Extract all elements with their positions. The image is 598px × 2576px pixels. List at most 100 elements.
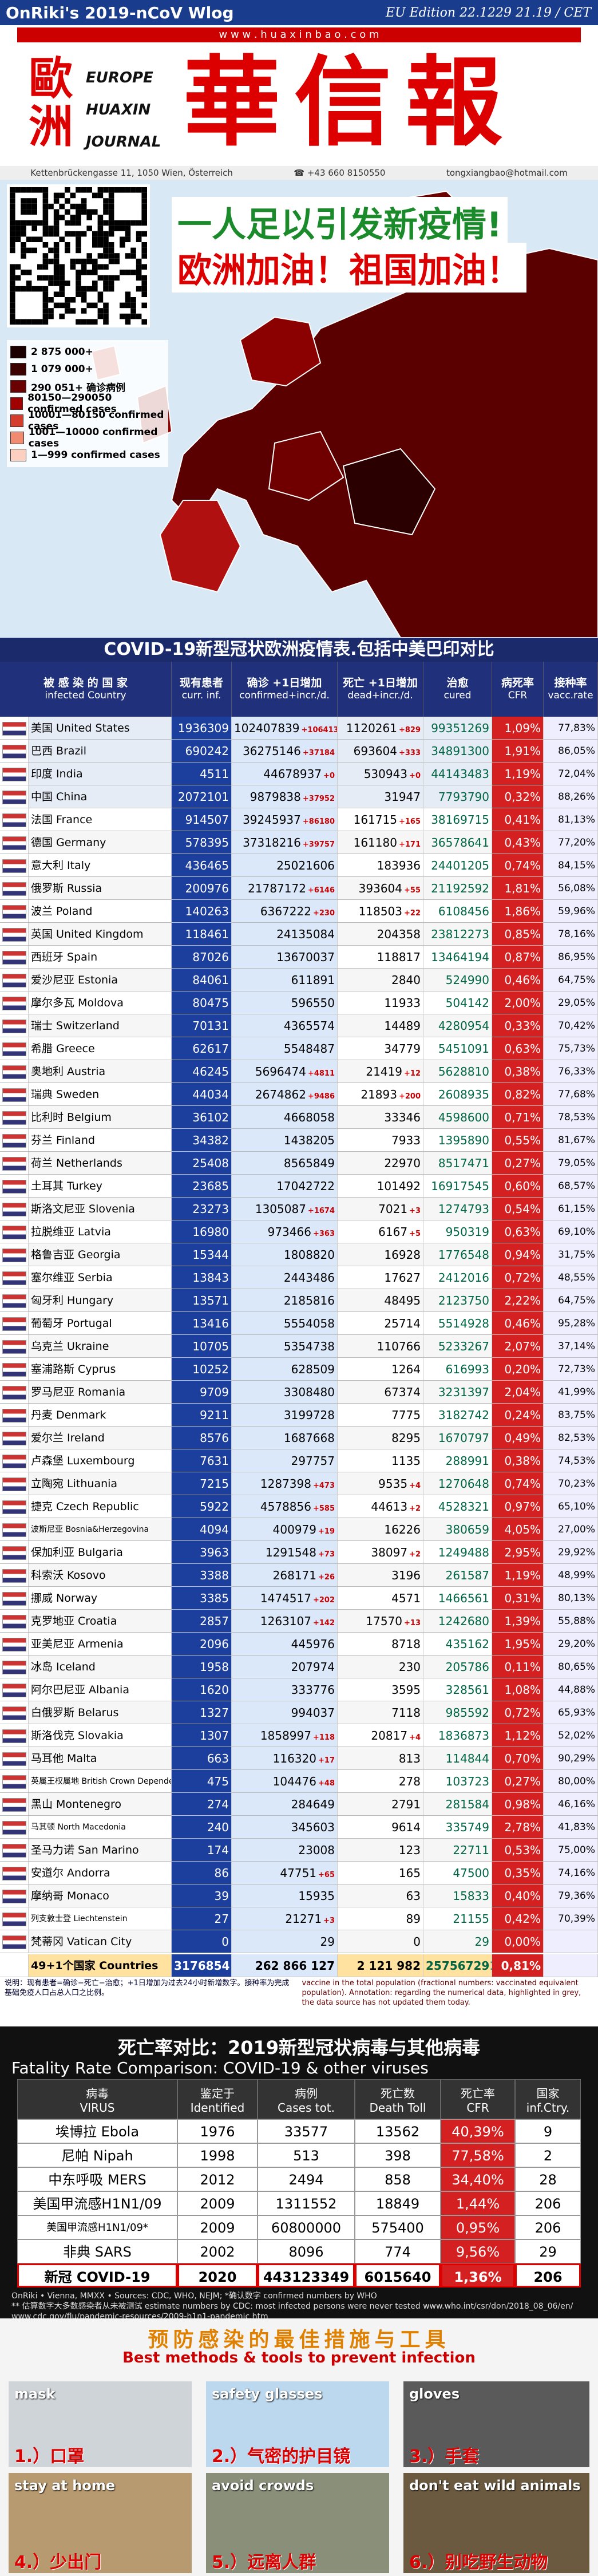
qr-dot xyxy=(65,247,70,254)
table-cell: 2791 xyxy=(338,1793,423,1816)
table-cell: 80,13% xyxy=(544,1587,598,1610)
table-cell: 0,20% xyxy=(492,1358,544,1381)
table-cell: 1,91% xyxy=(492,740,544,762)
table-cell: 5922 xyxy=(172,1495,232,1518)
qr-dot xyxy=(136,313,142,319)
dead: 161180 xyxy=(353,836,397,850)
table-cell: 1,19% xyxy=(492,762,544,785)
dead: 34779 xyxy=(384,1042,421,1056)
flag xyxy=(2,1203,26,1216)
header-text: cured xyxy=(443,690,472,701)
table-cell: 7118 xyxy=(338,1701,423,1724)
qr-dot xyxy=(141,187,147,193)
table-cell: 985592 xyxy=(423,1701,492,1724)
confirmed: 628509 xyxy=(291,1362,335,1376)
table-cell: 15344 xyxy=(172,1243,232,1266)
confirmed: 5696474 xyxy=(255,1065,306,1078)
dead: 2791 xyxy=(391,1797,421,1811)
table-cell: 44034 xyxy=(172,1083,232,1106)
table-cell: 英属王权属地 British Crown Dependencies xyxy=(29,1770,172,1793)
qr-dot xyxy=(76,231,81,237)
confirmed: 8565849 xyxy=(283,1156,335,1170)
table-row: 波兰 Poland 140263 6367222 +230 118503 +22 61084… xyxy=(0,900,598,923)
header-text: CFR xyxy=(508,690,528,701)
confirmed: 13670037 xyxy=(276,950,335,964)
qr-dot xyxy=(10,187,15,193)
increment: +363 xyxy=(312,1230,335,1238)
land xyxy=(171,247,598,638)
increment: +39757 xyxy=(302,840,335,849)
legend-swatch xyxy=(10,380,26,393)
qr-dot xyxy=(10,264,15,270)
qr-dot xyxy=(70,192,76,199)
flag xyxy=(2,997,26,1010)
increment: +3 xyxy=(323,1917,335,1925)
increment: +4 xyxy=(409,1733,421,1742)
table-cell: 4571 xyxy=(338,1587,423,1610)
qr-dot xyxy=(97,236,104,242)
table-cell: 白俄罗斯 Belarus xyxy=(29,1701,172,1724)
logo-main: 華信報 xyxy=(183,45,517,160)
table-cell: 39245937 +86180 xyxy=(232,808,338,831)
table-cell: 83,75% xyxy=(544,1404,598,1427)
qr-dot xyxy=(97,220,104,226)
dead: 7775 xyxy=(391,1408,421,1422)
confirmed: 6367222 xyxy=(260,904,311,918)
qr-dot xyxy=(53,275,60,281)
virus-header: 病毒 VIRUS xyxy=(17,2079,177,2119)
header-text: curr. inf. xyxy=(181,690,221,701)
table-cell: 44613 +2 xyxy=(338,1495,423,1518)
table-cell: 29,92% xyxy=(544,1541,598,1564)
qr-dot xyxy=(97,226,104,231)
flag xyxy=(2,1134,26,1148)
qr-dot xyxy=(76,203,81,210)
qr-dot xyxy=(70,220,76,226)
table-cell: 2,00% xyxy=(492,991,544,1014)
qr-dot xyxy=(59,286,65,292)
table-cell: 55,88% xyxy=(544,1610,598,1633)
table-cell: 1936309 xyxy=(172,717,232,740)
table-cell: 0,35% xyxy=(492,1862,544,1884)
dead: 1264 xyxy=(391,1362,421,1376)
table-cell: 288991 xyxy=(423,1449,492,1472)
qr-dot xyxy=(141,275,147,281)
virus-cell: 858 xyxy=(355,2167,441,2191)
dead: 0 xyxy=(413,1935,421,1949)
table-cell: 0,74% xyxy=(492,1472,544,1495)
table-cell: 1,19% xyxy=(492,1564,544,1587)
dead: 21419 xyxy=(366,1065,403,1078)
qr-dot xyxy=(48,226,54,231)
qr-dot xyxy=(120,313,125,319)
table-cell: 5628810 xyxy=(423,1060,492,1083)
flag xyxy=(2,1844,26,1858)
table-cell: 23685 xyxy=(172,1175,232,1198)
dead: 4571 xyxy=(391,1591,421,1605)
table-cell: 15833 xyxy=(423,1884,492,1907)
table-cell xyxy=(0,1358,29,1381)
table-cell xyxy=(0,900,29,923)
qr-dot xyxy=(53,264,60,270)
qr-dot xyxy=(10,308,15,314)
table-cell: 80475 xyxy=(172,991,232,1014)
qr-dot xyxy=(130,313,136,319)
table-cell: 48,55% xyxy=(544,1266,598,1289)
confirmed: 994037 xyxy=(291,1706,335,1720)
qr-dot xyxy=(59,313,65,319)
virus-cell: 33577 xyxy=(258,2119,355,2143)
table-cell: 950319 xyxy=(423,1220,492,1243)
legend-label: 10001—80150 confirmed cases xyxy=(27,409,164,432)
table-row: 立陶宛 Lithuania 7215 1287398 +473 9535 +4 127064… xyxy=(0,1472,598,1495)
table-cell: 格鲁吉亚 Georgia xyxy=(29,1243,172,1266)
flag xyxy=(2,813,26,827)
table-cell: 4668058 xyxy=(232,1106,338,1129)
dead: 183936 xyxy=(377,859,421,872)
qr-dot xyxy=(81,187,87,193)
confirmed: 268171 xyxy=(272,1568,317,1582)
table-cell: 梵蒂冈 Vatican City xyxy=(29,1930,172,1953)
table-cell: 23008 xyxy=(232,1839,338,1862)
qr-dot xyxy=(141,231,147,237)
table-cell: 5554058 xyxy=(232,1312,338,1335)
table-cell: 0,00% xyxy=(492,1930,544,1953)
qr-dot xyxy=(21,203,26,210)
table-cell: 21155 xyxy=(423,1907,492,1930)
